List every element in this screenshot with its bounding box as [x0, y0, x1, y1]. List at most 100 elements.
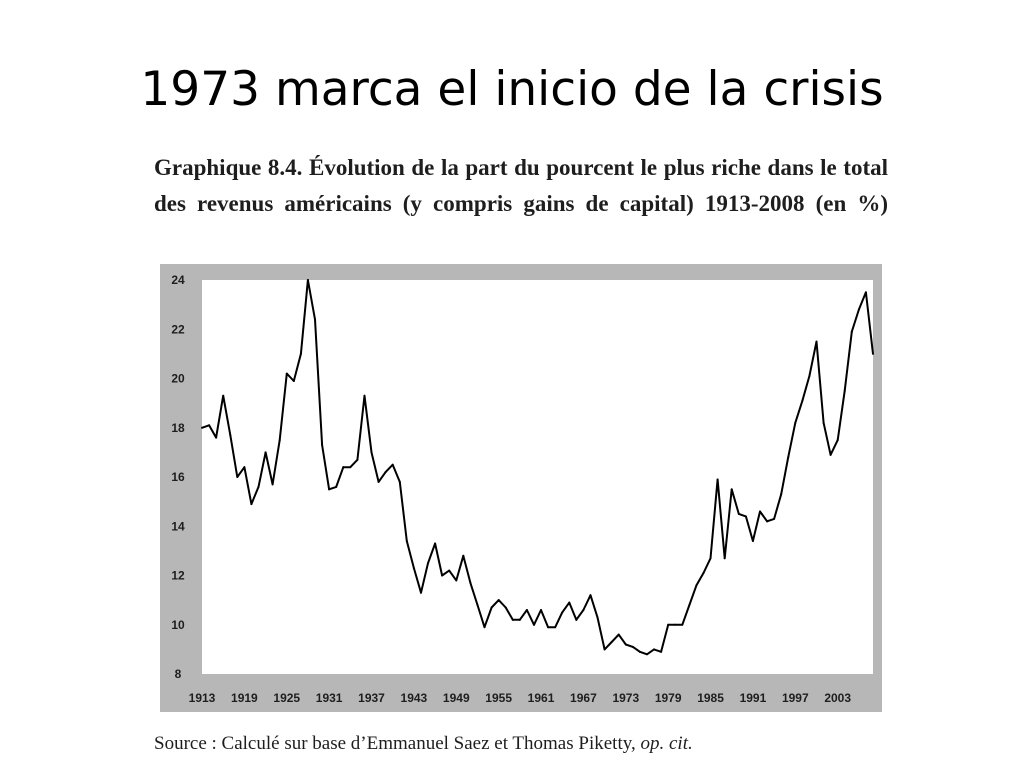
y-tick-label-18: 18 [171, 421, 185, 435]
y-axis-ticks: 8 10 12 14 16 18 20 22 24 [171, 273, 185, 681]
data-point-1976 [645, 653, 648, 656]
data-point-1938 [377, 480, 380, 483]
data-point-1973 [624, 643, 627, 646]
data-point-1987 [723, 557, 726, 560]
data-point-1957 [511, 618, 514, 621]
data-point-1960 [532, 623, 535, 626]
data-point-1949 [455, 579, 458, 582]
data-point-1978 [660, 650, 663, 653]
data-point-1929 [314, 318, 317, 321]
data-point-1969 [596, 616, 599, 619]
data-point-1939 [384, 471, 387, 474]
data-point-1958 [518, 618, 521, 621]
slide-title: 1973 marca el inicio de la crisis [140, 62, 884, 117]
data-point-1926 [292, 379, 295, 382]
data-point-1959 [525, 608, 528, 611]
data-point-1964 [561, 611, 564, 614]
x-tick-label-1913: 1913 [189, 691, 216, 705]
x-tick-label-1919: 1919 [231, 691, 258, 705]
data-point-1924 [278, 439, 281, 442]
data-point-1966 [575, 618, 578, 621]
data-point-2008 [872, 352, 874, 355]
data-point-1963 [554, 626, 557, 629]
data-point-1937 [370, 451, 373, 454]
data-point-1988 [730, 488, 733, 491]
data-point-1940 [391, 463, 394, 466]
data-point-1974 [631, 645, 634, 648]
data-point-1923 [271, 483, 274, 486]
x-tick-label-1961: 1961 [528, 691, 555, 705]
data-point-1984 [702, 572, 705, 575]
x-tick-label-1973: 1973 [612, 691, 639, 705]
data-point-1914 [208, 424, 211, 427]
y-tick-label-10: 10 [171, 618, 185, 632]
data-point-1996 [787, 456, 790, 459]
y-tick-label-22: 22 [171, 322, 185, 336]
data-point-1985 [709, 557, 712, 560]
x-tick-label-1949: 1949 [443, 691, 470, 705]
data-point-2006 [857, 308, 860, 311]
data-point-1943 [412, 567, 415, 570]
data-point-1934 [349, 466, 352, 469]
data-point-1942 [405, 540, 408, 543]
data-point-1951 [469, 581, 472, 584]
x-axis-ticks: 1913 1919 1925 1931 1937 1943 1949 1955 1961 1967… [189, 691, 852, 705]
data-points [201, 279, 874, 656]
data-point-1998 [801, 399, 804, 402]
data-point-1986 [716, 478, 719, 481]
figure-source: Source : Calculé sur base d’Emmanuel Sae… [154, 733, 693, 755]
plot-area [202, 280, 873, 674]
data-point-1999 [808, 375, 811, 378]
data-point-1944 [419, 591, 422, 594]
data-point-1920 [250, 503, 253, 506]
data-point-1983 [695, 584, 698, 587]
data-point-2003 [836, 439, 839, 442]
data-point-1913 [201, 426, 203, 429]
data-point-1997 [794, 421, 797, 424]
data-point-1933 [342, 466, 345, 469]
data-point-1922 [264, 451, 267, 454]
x-tick-label-2003: 2003 [824, 691, 851, 705]
y-tick-label-8: 8 [175, 667, 182, 681]
source-text: Source : Calculé sur base d’Emmanuel Sae… [154, 733, 641, 754]
data-point-1945 [427, 562, 430, 565]
data-point-1946 [434, 542, 437, 545]
data-point-1971 [610, 640, 613, 643]
source-citation: op. cit. [640, 733, 693, 754]
data-point-1915 [215, 436, 218, 439]
data-point-1948 [448, 569, 451, 572]
x-tick-label-1991: 1991 [740, 691, 767, 705]
x-tick-label-1955: 1955 [485, 691, 512, 705]
data-point-1928 [306, 279, 309, 281]
data-point-1918 [236, 476, 239, 478]
data-point-1956 [504, 606, 507, 609]
data-point-1925 [285, 372, 288, 375]
figure-caption: Graphique 8.4. Évolution de la part du p… [154, 155, 888, 216]
x-tick-label-1979: 1979 [655, 691, 682, 705]
x-tick-label-1925: 1925 [273, 691, 300, 705]
data-point-1931 [328, 488, 331, 491]
data-point-1919 [243, 466, 246, 469]
data-point-1936 [363, 394, 366, 397]
data-point-1975 [638, 650, 641, 653]
data-point-1980 [674, 623, 677, 626]
data-point-1917 [229, 434, 232, 437]
data-point-1962 [547, 626, 550, 629]
data-point-1935 [356, 458, 359, 461]
data-point-1968 [589, 594, 592, 597]
data-point-2002 [829, 453, 832, 456]
data-point-1979 [667, 623, 670, 626]
data-point-1990 [744, 515, 747, 518]
x-tick-label-1931: 1931 [316, 691, 343, 705]
data-point-1981 [681, 623, 684, 626]
data-point-1977 [653, 648, 656, 651]
data-point-1952 [476, 604, 479, 607]
data-point-1992 [758, 510, 761, 513]
y-tick-label-12: 12 [171, 569, 185, 583]
data-point-1950 [462, 554, 465, 557]
data-point-1989 [737, 512, 740, 515]
data-point-2000 [815, 340, 818, 343]
x-tick-label-1985: 1985 [697, 691, 724, 705]
data-point-1947 [441, 574, 444, 577]
x-tick-label-1937: 1937 [358, 691, 385, 705]
